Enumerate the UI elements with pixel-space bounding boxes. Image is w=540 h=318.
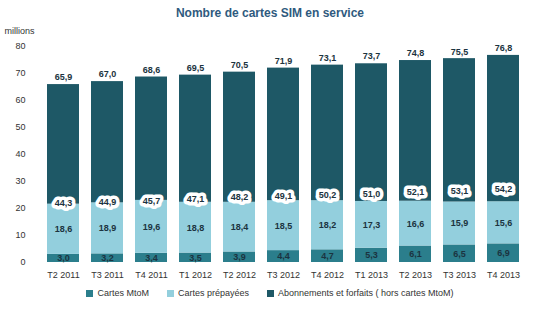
- svg-text:50: 50: [15, 122, 25, 132]
- html-text:Nombre de cartes SIM en servic: Nombre de cartes SIM en service: [176, 6, 364, 20]
- svg-text:T2 2013: T2 2013: [399, 270, 432, 280]
- svg-text:53,1: 53,1: [451, 186, 469, 196]
- svg-text:54,2: 54,2: [495, 184, 513, 194]
- svg-text:40: 40: [15, 149, 25, 159]
- svg-text:5,3: 5,3: [365, 250, 378, 260]
- svg-text:71,9: 71,9: [275, 56, 293, 66]
- svg-text:70,5: 70,5: [231, 60, 249, 70]
- svg-text:4,7: 4,7: [321, 251, 334, 261]
- svg-text:18,8: 18,8: [187, 223, 205, 233]
- svg-text:4,4: 4,4: [277, 251, 290, 261]
- svg-text:T1 2013: T1 2013: [355, 270, 388, 280]
- svg-text:6,5: 6,5: [453, 249, 466, 259]
- html-text:Abonnements et forfaits ( hors: Abonnements et forfaits ( hors cartes Mt…: [278, 288, 454, 298]
- svg-text:44,3: 44,3: [55, 198, 73, 208]
- svg-text:T3 2013: T3 2013: [443, 270, 476, 280]
- html-text:Cartes prépayées: Cartes prépayées: [177, 288, 249, 298]
- svg-text:T1 2012: T1 2012: [179, 270, 212, 280]
- svg-text:45,7: 45,7: [143, 196, 161, 206]
- svg-text:3,2: 3,2: [101, 253, 114, 263]
- svg-text:0: 0: [20, 257, 25, 267]
- svg-text:6,9: 6,9: [497, 248, 510, 258]
- svg-text:75,5: 75,5: [451, 47, 469, 57]
- svg-text:T3 2011: T3 2011: [91, 270, 123, 280]
- svg-text:3,4: 3,4: [145, 253, 158, 263]
- svg-text:80: 80: [15, 41, 25, 51]
- svg-text:70: 70: [15, 68, 25, 78]
- svg-text:73,1: 73,1: [319, 53, 337, 63]
- svg-text:3,0: 3,0: [57, 253, 70, 263]
- svg-text:T3 2012: T3 2012: [267, 270, 300, 280]
- svg-text:69,5: 69,5: [187, 63, 205, 73]
- svg-text:20: 20: [15, 203, 25, 213]
- svg-text:19,6: 19,6: [143, 222, 161, 232]
- svg-text:18,6: 18,6: [55, 224, 73, 234]
- svg-text:73,7: 73,7: [363, 51, 381, 61]
- svg-text:T4 2011: T4 2011: [135, 270, 167, 280]
- svg-text:T4 2012: T4 2012: [311, 270, 344, 280]
- svg-text:52,1: 52,1: [407, 187, 425, 197]
- svg-text:30: 30: [15, 176, 25, 186]
- svg-text:15,6: 15,6: [495, 218, 513, 228]
- svg-text:44,9: 44,9: [99, 197, 117, 207]
- svg-text:67,0: 67,0: [99, 69, 117, 79]
- svg-text:74,8: 74,8: [407, 48, 425, 58]
- svg-text:T2 2011: T2 2011: [47, 270, 79, 280]
- svg-text:50,2: 50,2: [319, 190, 337, 200]
- html-text:Cartes MtoM: Cartes MtoM: [97, 288, 149, 298]
- svg-text:10: 10: [15, 230, 25, 240]
- svg-text:18,4: 18,4: [231, 222, 249, 232]
- svg-text:68,6: 68,6: [143, 65, 161, 75]
- svg-text:18,5: 18,5: [275, 221, 293, 231]
- svg-text:17,3: 17,3: [363, 220, 381, 230]
- svg-text:T4 2013: T4 2013: [487, 270, 520, 280]
- svg-text:76,8: 76,8: [495, 43, 513, 53]
- svg-text:millions: millions: [5, 26, 36, 36]
- svg-text:15,9: 15,9: [451, 218, 469, 228]
- svg-text:49,1: 49,1: [275, 191, 293, 201]
- svg-text:16,6: 16,6: [407, 219, 425, 229]
- svg-text:65,9: 65,9: [55, 72, 73, 82]
- svg-text:18,2: 18,2: [319, 220, 337, 230]
- svg-text:48,2: 48,2: [231, 192, 249, 202]
- svg-text:3,5: 3,5: [189, 253, 202, 263]
- svg-text:51,0: 51,0: [363, 189, 381, 199]
- svg-text:T2 2012: T2 2012: [223, 270, 256, 280]
- svg-text:18,9: 18,9: [99, 223, 117, 233]
- svg-text:60: 60: [15, 95, 25, 105]
- svg-text:3,9: 3,9: [233, 252, 246, 262]
- svg-text:6,1: 6,1: [409, 249, 422, 259]
- svg-text:47,1: 47,1: [187, 194, 205, 204]
